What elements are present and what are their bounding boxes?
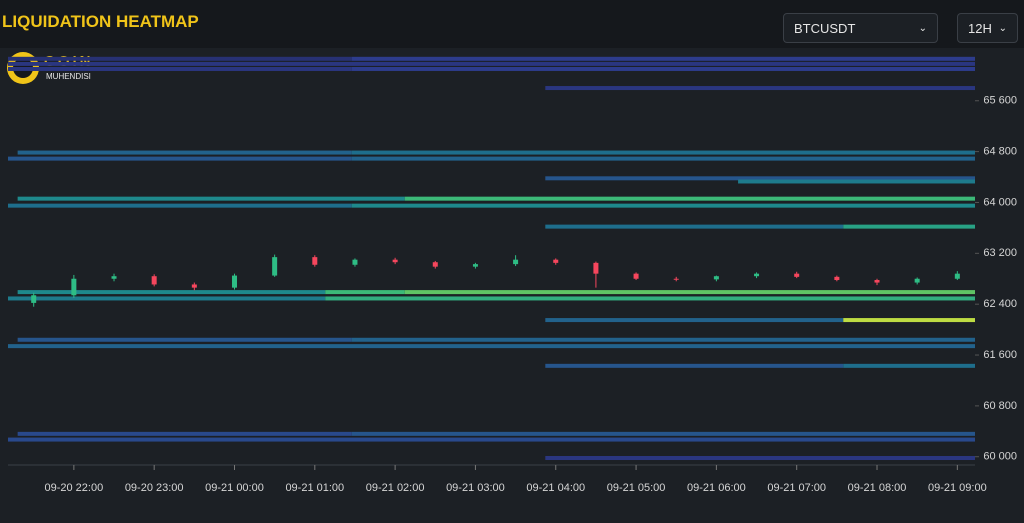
candle-body <box>272 257 278 276</box>
x-tick-label: 09-20 22:00 <box>44 482 103 494</box>
dropdown-arrow: ⌄ <box>998 23 1007 34</box>
header: LIQUIDATION HEATMAP BTCUSDT ⌄ 12H ⌄ <box>0 0 1024 48</box>
liquidation-band <box>351 156 975 161</box>
candle-body <box>31 295 37 303</box>
candle-body <box>914 278 920 283</box>
liquidation-band <box>8 156 352 161</box>
liquidation-band <box>17 196 405 201</box>
y-tick-label: 60 000 <box>983 451 1017 463</box>
x-tick-label: 09-21 04:00 <box>526 482 585 494</box>
heatmap <box>8 56 975 461</box>
candle-body <box>874 280 880 283</box>
y-tick-label: 65 600 <box>983 95 1017 107</box>
liquidation-band <box>8 344 975 349</box>
liquidation-band <box>17 150 352 155</box>
y-tick-label: 64 000 <box>983 196 1017 208</box>
x-tick-label: 09-21 05:00 <box>607 482 666 494</box>
x-tick-label: 09-21 00:00 <box>205 482 264 494</box>
x-tick-label: 09-21 02:00 <box>366 482 425 494</box>
x-tick-label: 09-21 09:00 <box>928 482 987 494</box>
dropdown-arrow: ⌄ <box>918 23 927 34</box>
y-tick-label: 61 600 <box>983 349 1017 361</box>
candle-body <box>633 273 639 279</box>
candle-body <box>392 259 398 263</box>
symbol-select[interactable]: BTCUSDT ⌄ <box>783 13 938 43</box>
y-tick-label: 60 800 <box>983 400 1017 412</box>
candle-body <box>71 278 77 296</box>
liquidation-band <box>545 176 975 181</box>
chart-background <box>0 48 1024 523</box>
liquidation-band <box>8 296 326 301</box>
candle-body <box>472 264 478 267</box>
liquidation-band <box>545 86 975 91</box>
x-tick-label: 09-21 08:00 <box>848 482 907 494</box>
candle-body <box>111 276 117 279</box>
y-tick-label: 63 200 <box>983 247 1017 259</box>
candle-body <box>352 259 358 265</box>
liquidation-band <box>351 56 975 61</box>
y-tick-label: 64 800 <box>983 146 1017 158</box>
candle-body <box>673 278 679 280</box>
liquidation-band <box>325 290 405 295</box>
liquidation-band <box>351 203 975 208</box>
x-tick-label: 09-20 23:00 <box>125 482 184 494</box>
axes: 60 000 60 800 61 600 62 400 63 200 64 000 64 8… <box>8 95 1017 494</box>
candle-body <box>954 273 960 279</box>
liquidation-band <box>17 337 352 342</box>
range-value: 12H <box>968 21 992 36</box>
candle-body <box>312 257 318 265</box>
liquidation-band <box>843 224 975 229</box>
liquidation-band <box>545 318 844 323</box>
liquidation-band <box>351 150 975 155</box>
candle-body <box>513 259 519 265</box>
candle-body <box>151 276 157 285</box>
candle-body <box>794 273 800 277</box>
liquidation-band <box>8 203 352 208</box>
liquidation-band <box>545 224 844 229</box>
liquidation-band <box>404 196 975 201</box>
candle-body <box>432 262 438 267</box>
liquidation-band <box>17 431 352 436</box>
liquidation-band <box>325 296 975 301</box>
candles <box>31 254 960 307</box>
x-tick-label: 09-21 06:00 <box>687 482 746 494</box>
liquidation-band <box>843 363 975 368</box>
liquidation-band <box>17 290 326 295</box>
candle-body <box>191 284 197 288</box>
page-title: LIQUIDATION HEATMAP <box>2 12 199 31</box>
liquidation-band <box>8 66 352 71</box>
liquidation-band <box>8 61 975 66</box>
x-tick-label: 09-21 01:00 <box>285 482 344 494</box>
liquidation-band <box>545 456 975 461</box>
liquidation-band <box>404 290 975 295</box>
candle-body <box>553 259 559 263</box>
x-tick-label: 09-21 03:00 <box>446 482 505 494</box>
candle-body <box>754 273 760 277</box>
logo-subtitle: MUHENDISI <box>46 72 91 81</box>
liquidation-band <box>8 56 352 61</box>
candle-body <box>713 276 719 280</box>
range-select[interactable]: 12H ⌄ <box>957 13 1018 43</box>
liquidation-band <box>843 318 975 323</box>
liquidation-band <box>351 337 975 342</box>
liquidation-band <box>738 179 975 184</box>
x-tick-label: 09-21 07:00 <box>767 482 826 494</box>
candle-body <box>231 275 237 288</box>
symbol-value: BTCUSDT <box>794 21 856 36</box>
liquidation-band <box>351 66 975 71</box>
liquidation-band <box>8 437 975 442</box>
candle-body <box>593 262 599 274</box>
candle-body <box>834 276 840 281</box>
liquidation-band <box>545 363 844 368</box>
y-tick-label: 62 400 <box>983 298 1017 310</box>
liquidation-band <box>351 431 975 436</box>
